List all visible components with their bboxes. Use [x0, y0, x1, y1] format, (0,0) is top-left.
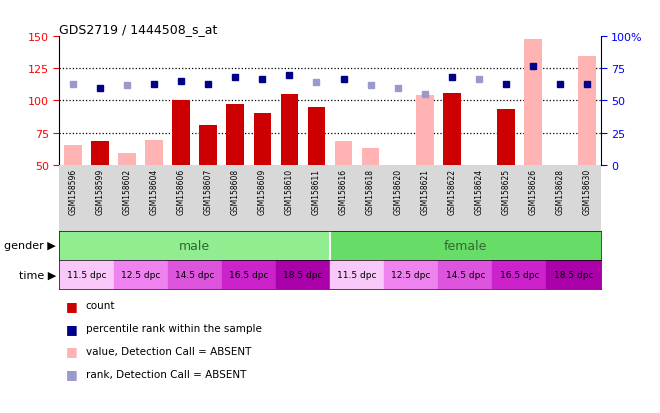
Bar	[438, 260, 492, 289]
Bar	[172, 101, 190, 165]
Text: GSM158596: GSM158596	[69, 169, 77, 215]
Text: 18.5 dpc: 18.5 dpc	[283, 270, 323, 279]
Bar	[416, 96, 434, 165]
Bar	[362, 149, 379, 165]
Text: 12.5 dpc: 12.5 dpc	[121, 270, 160, 279]
Bar	[59, 260, 114, 289]
Bar	[330, 231, 601, 260]
Bar	[91, 142, 109, 165]
Text: GSM158602: GSM158602	[123, 169, 131, 214]
Bar	[308, 107, 325, 165]
Text: GSM158620: GSM158620	[393, 169, 402, 214]
Text: rank, Detection Call = ABSENT: rank, Detection Call = ABSENT	[86, 369, 246, 379]
Text: GDS2719 / 1444508_s_at: GDS2719 / 1444508_s_at	[59, 23, 218, 36]
Bar	[276, 260, 330, 289]
Text: 16.5 dpc: 16.5 dpc	[500, 270, 539, 279]
Text: 12.5 dpc: 12.5 dpc	[391, 270, 431, 279]
Text: GSM158610: GSM158610	[285, 169, 294, 214]
Bar	[578, 113, 596, 165]
Text: GSM158624: GSM158624	[475, 169, 483, 214]
Bar	[492, 260, 546, 289]
Text: ■: ■	[66, 367, 78, 380]
Bar	[335, 142, 352, 165]
Bar	[199, 126, 217, 165]
Text: gender ▶: gender ▶	[5, 241, 56, 251]
Text: GSM158618: GSM158618	[366, 169, 375, 214]
Bar	[330, 260, 384, 289]
Text: 11.5 dpc: 11.5 dpc	[337, 270, 377, 279]
Bar	[524, 40, 542, 165]
Text: percentile rank within the sample: percentile rank within the sample	[86, 323, 261, 333]
Bar	[145, 141, 163, 165]
Text: GSM158599: GSM158599	[96, 169, 104, 215]
Bar	[114, 260, 168, 289]
Text: GSM158607: GSM158607	[204, 169, 213, 215]
Bar	[168, 260, 222, 289]
Bar	[578, 56, 596, 165]
Text: ■: ■	[66, 322, 78, 335]
Text: 14.5 dpc: 14.5 dpc	[175, 270, 214, 279]
Text: 18.5 dpc: 18.5 dpc	[554, 270, 593, 279]
Text: male: male	[179, 239, 211, 252]
Text: GSM158608: GSM158608	[231, 169, 240, 214]
Bar	[443, 93, 461, 165]
Text: GSM158626: GSM158626	[529, 169, 537, 214]
Text: ■: ■	[66, 344, 78, 358]
Text: GSM158604: GSM158604	[150, 169, 158, 215]
Text: GSM158609: GSM158609	[258, 169, 267, 215]
Text: GSM158628: GSM158628	[556, 169, 564, 214]
Bar	[497, 110, 515, 165]
Bar	[546, 260, 601, 289]
Bar	[118, 154, 136, 165]
Bar	[64, 146, 82, 165]
Bar	[280, 95, 298, 165]
Text: GSM158611: GSM158611	[312, 169, 321, 214]
Text: GSM158616: GSM158616	[339, 169, 348, 214]
Text: GSM158622: GSM158622	[447, 169, 456, 214]
Bar	[226, 105, 244, 165]
Text: 16.5 dpc: 16.5 dpc	[229, 270, 269, 279]
Text: GSM158621: GSM158621	[420, 169, 429, 214]
Bar	[253, 114, 271, 165]
Text: count: count	[86, 301, 115, 311]
Bar	[222, 260, 276, 289]
Text: 11.5 dpc: 11.5 dpc	[67, 270, 106, 279]
Text: time ▶: time ▶	[19, 270, 56, 280]
Text: GSM158625: GSM158625	[502, 169, 510, 214]
Text: female: female	[444, 239, 487, 252]
Bar	[384, 260, 438, 289]
Text: ■: ■	[66, 299, 78, 312]
Text: GSM158606: GSM158606	[177, 169, 185, 215]
Text: value, Detection Call = ABSENT: value, Detection Call = ABSENT	[86, 346, 251, 356]
Bar	[59, 231, 330, 260]
Text: 14.5 dpc: 14.5 dpc	[446, 270, 485, 279]
Text: GSM158630: GSM158630	[583, 169, 591, 215]
